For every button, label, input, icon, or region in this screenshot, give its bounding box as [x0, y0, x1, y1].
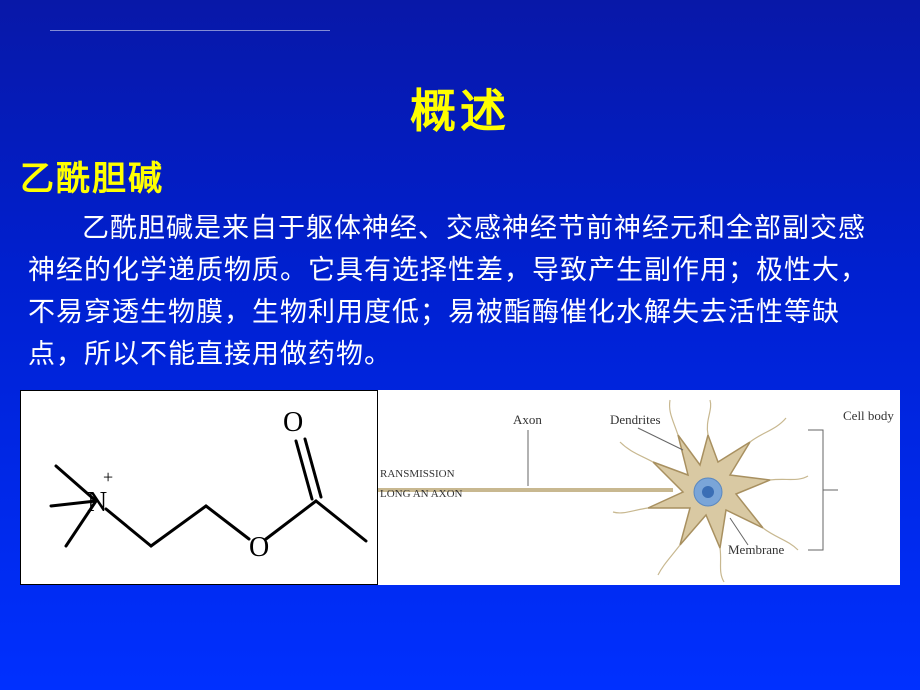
- axon-label: Axon: [513, 412, 542, 428]
- acetylcholine-svg: N + O O: [21, 391, 379, 586]
- svg-text:O: O: [249, 532, 269, 563]
- svg-text:+: +: [103, 467, 113, 487]
- cell-body-label: Cell body: [843, 408, 894, 424]
- svg-text:O: O: [283, 407, 303, 438]
- dendrites-label: Dendrites: [610, 412, 661, 428]
- body-paragraph: 乙酰胆碱是来自于躯体神经、交感神经节前神经元和全部副交感神经的化学递质物质。它具…: [28, 208, 892, 375]
- figure-row: N + O O: [20, 390, 900, 585]
- transmission-label-2: LONG AN AXON: [380, 488, 463, 500]
- neuron-diagram-figure: Axon Dendrites Cell body Membrane RANSMI…: [378, 390, 900, 585]
- slide-title: 概述: [0, 0, 920, 141]
- chemical-structure-figure: N + O O: [20, 390, 378, 585]
- membrane-label: Membrane: [728, 542, 784, 558]
- svg-text:N: N: [87, 487, 107, 518]
- slide-subtitle: 乙酰胆碱: [20, 151, 920, 200]
- transmission-label-1: RANSMISSION: [380, 468, 455, 480]
- decorative-line: [50, 30, 330, 31]
